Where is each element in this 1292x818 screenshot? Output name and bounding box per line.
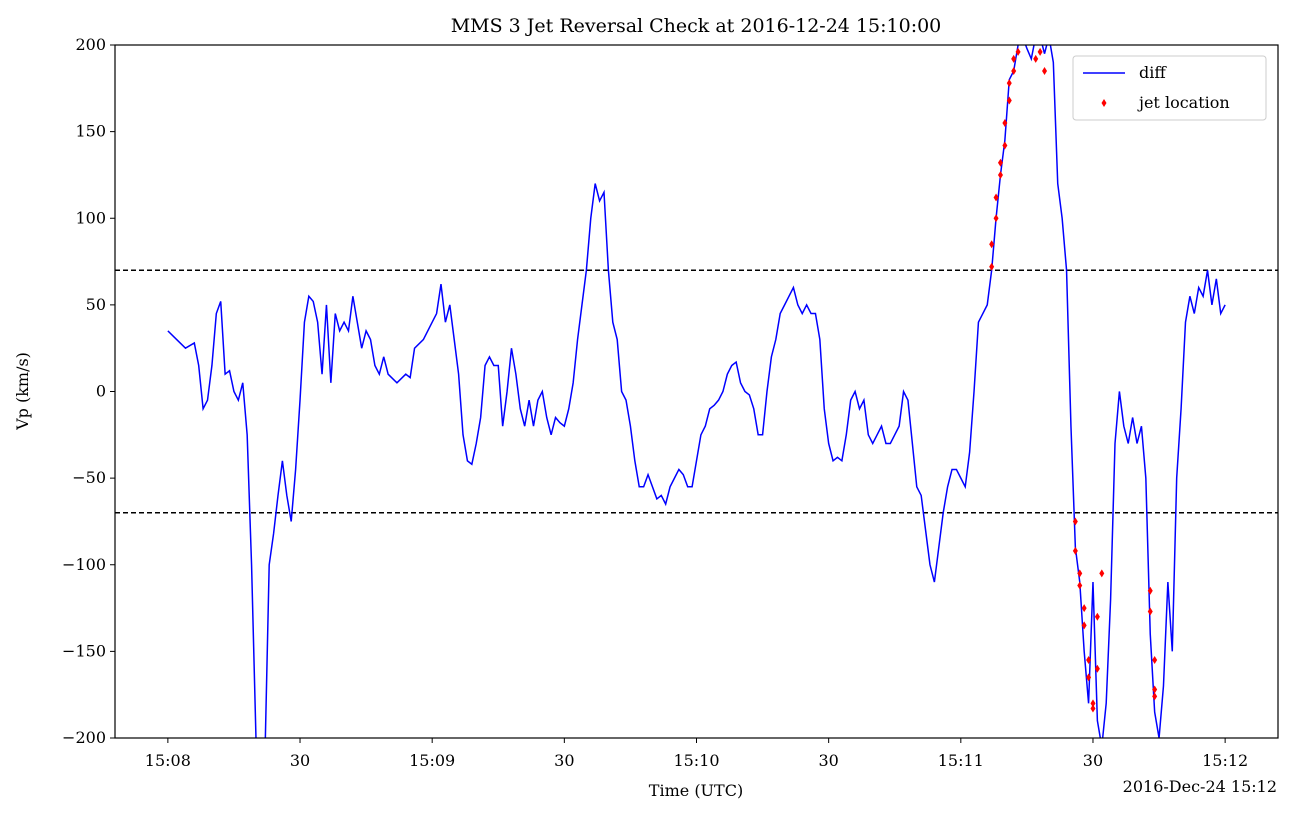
jet-marker: [1072, 517, 1078, 526]
jet-marker: [1011, 54, 1017, 63]
jet-marker: [1072, 546, 1078, 555]
x-tick-label: 30: [818, 751, 838, 770]
jet-marker: [1081, 604, 1087, 613]
y-tick-label: 150: [75, 122, 106, 141]
x-tick-label: 15:09: [409, 751, 455, 770]
jet-marker: [1086, 673, 1092, 682]
jet-marker: [1011, 66, 1017, 75]
y-tick-label: 50: [86, 295, 106, 314]
y-tick-label: 100: [75, 208, 106, 227]
x-tick-label: 15:12: [1202, 751, 1248, 770]
jet-marker: [993, 193, 999, 202]
jet-marker: [1094, 612, 1100, 621]
jet-marker: [997, 170, 1003, 179]
x-tick-label: 15:10: [673, 751, 719, 770]
jet-marker: [1006, 96, 1012, 105]
y-tick-label: −150: [62, 641, 106, 660]
jet-marker: [1090, 704, 1096, 713]
y-tick-label: 0: [96, 382, 106, 401]
jet-marker: [1147, 607, 1153, 616]
jet-marker: [989, 240, 995, 249]
jet-marker: [1081, 621, 1087, 630]
jet-marker: [1077, 569, 1083, 578]
jet-marker: [1152, 692, 1158, 701]
jet-marker: [989, 262, 995, 271]
jet-marker: [1086, 656, 1092, 665]
jet-marker: [1099, 569, 1105, 578]
y-tick-label: −100: [62, 555, 106, 574]
jet-marker: [1006, 79, 1012, 88]
y-tick-label: −50: [72, 468, 106, 487]
jet-marker: [1147, 586, 1153, 595]
x-tick-label: 30: [554, 751, 574, 770]
legend-label: jet location: [1137, 93, 1230, 112]
x-axis-label: Time (UTC): [649, 781, 743, 800]
offset-label: 2016-Dec-24 15:12: [1123, 777, 1277, 796]
jet-marker: [1033, 54, 1039, 63]
jet-marker: [1152, 656, 1158, 665]
data-line: [167, 45, 1226, 738]
legend-box: [1072, 55, 1267, 121]
jet-marker: [1077, 581, 1083, 590]
jet-marker: [1042, 66, 1048, 75]
jet-marker: [997, 158, 1003, 167]
plot-frame: [114, 44, 1279, 739]
y-tick-label: −200: [62, 728, 106, 747]
jet-marker: [1015, 47, 1021, 56]
jet-marker: [1037, 47, 1043, 56]
x-tick-label: 30: [290, 751, 310, 770]
jet-marker: [1002, 118, 1008, 127]
legend-marker: [1101, 99, 1107, 107]
y-axis-label: Vp (km/s): [13, 352, 32, 431]
jet-marker: [1094, 664, 1100, 673]
chart-title: MMS 3 Jet Reversal Check at 2016-12-24 1…: [451, 15, 942, 37]
jet-marker: [1090, 699, 1096, 708]
legend-label: diff: [1139, 63, 1167, 82]
plot-area: [167, 45, 1226, 738]
jet-marker: [993, 214, 999, 223]
x-tick-label: 15:08: [145, 751, 191, 770]
y-tick-label: 200: [75, 35, 106, 54]
jet-marker: [1152, 685, 1158, 694]
x-tick-label: 30: [1083, 751, 1103, 770]
jet-marker: [1002, 141, 1008, 150]
x-tick-label: 15:11: [938, 751, 984, 770]
